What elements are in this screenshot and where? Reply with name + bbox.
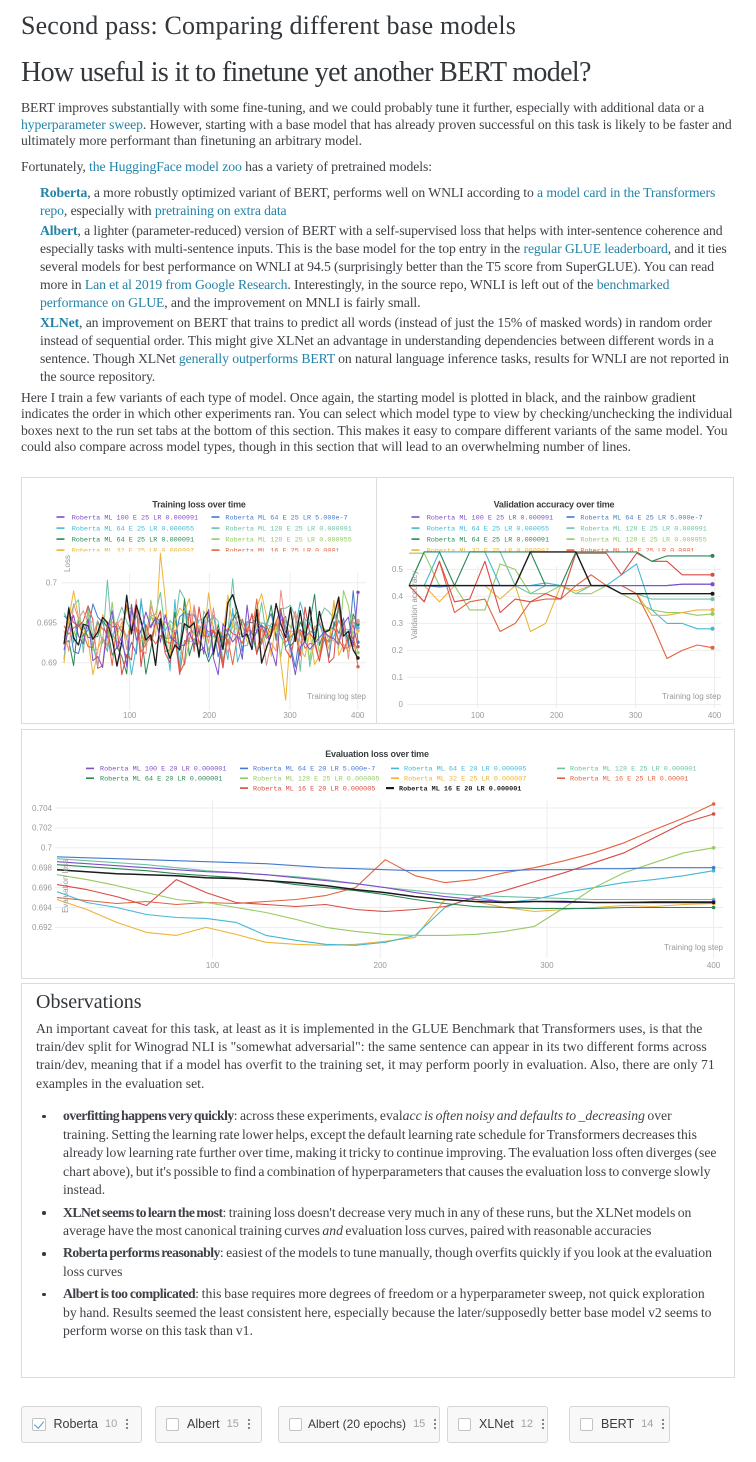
svg-text:Roberta ML 16 E 20 LR 0.000001: Roberta ML 16 E 20 LR 0.000001: [399, 785, 521, 793]
svg-text:Validation accuracy over time: Validation accuracy over time: [493, 499, 614, 509]
svg-text:Roberta ML 16 E 25 LR 0.0001: Roberta ML 16 E 25 LR 0.0001: [225, 547, 339, 555]
svg-text:0.2: 0.2: [391, 646, 403, 655]
svg-text:0.702: 0.702: [32, 823, 53, 832]
svg-text:100: 100: [470, 711, 484, 720]
svg-text:0: 0: [398, 700, 403, 709]
svg-text:Training log step: Training log step: [664, 943, 723, 952]
svg-text:Validation accuracy: Validation accuracy: [410, 570, 419, 639]
svg-text:Roberta ML 100 E 20 LR 0.00000: Roberta ML 100 E 20 LR 0.000001: [100, 765, 226, 773]
svg-text:Roberta ML 16 E 25 LR 0.0001: Roberta ML 16 E 25 LR 0.0001: [580, 547, 694, 555]
svg-text:200: 200: [549, 711, 563, 720]
svg-text:Evaluation loss over time: Evaluation loss over time: [325, 749, 429, 759]
svg-text:Roberta ML 128 E 25 LR 0.00095: Roberta ML 128 E 25 LR 0.000955: [225, 536, 351, 544]
svg-text:200: 200: [374, 961, 388, 970]
svg-text:100: 100: [206, 961, 220, 970]
svg-text:200: 200: [203, 711, 217, 720]
svg-text:Roberta ML 64 E 25 LR 0.000055: Roberta ML 64 E 25 LR 0.000055: [72, 525, 194, 533]
svg-text:300: 300: [628, 711, 642, 720]
svg-text:0.3: 0.3: [391, 619, 403, 628]
svg-text:Roberta ML 128 E 25 LR 0.00099: Roberta ML 128 E 25 LR 0.000991: [580, 525, 706, 533]
svg-text:0.696: 0.696: [32, 883, 53, 892]
svg-text:0.698: 0.698: [32, 863, 53, 872]
svg-text:0.1: 0.1: [391, 673, 403, 682]
svg-text:300: 300: [283, 711, 297, 720]
svg-text:Roberta ML 32 E 25 LR 0.000997: Roberta ML 32 E 25 LR 0.000997: [72, 547, 194, 555]
svg-text:Roberta ML 16 E 25 LR 0.00001: Roberta ML 16 E 25 LR 0.00001: [570, 775, 688, 783]
svg-text:0.7: 0.7: [41, 843, 53, 852]
svg-text:400: 400: [351, 711, 365, 720]
svg-text:0.694: 0.694: [32, 903, 53, 912]
svg-text:Roberta ML 128 E 25 LR 0.00000: Roberta ML 128 E 25 LR 0.000005: [253, 775, 379, 783]
svg-text:Roberta ML 64 E 20 LR 0.000001: Roberta ML 64 E 20 LR 0.000001: [100, 775, 222, 783]
svg-text:400: 400: [707, 961, 721, 970]
svg-text:Roberta ML 32 E 25 LR 0.000007: Roberta ML 32 E 25 LR 0.000007: [404, 775, 526, 783]
svg-text:Roberta ML 64 E 25 LR 5.000e-7: Roberta ML 64 E 25 LR 5.000e-7: [580, 514, 702, 522]
svg-text:Roberta ML 32 E 25 LR 0.000997: Roberta ML 32 E 25 LR 0.000997: [426, 547, 548, 555]
svg-text:Roberta ML 64 E 25 LR 0.000091: Roberta ML 64 E 25 LR 0.000091: [426, 536, 548, 544]
svg-text:Roberta ML 16 E 20 LR 0.000005: Roberta ML 16 E 20 LR 0.000005: [253, 785, 375, 793]
svg-text:Roberta ML 128 E 25 LR 0.00099: Roberta ML 128 E 25 LR 0.000991: [225, 525, 351, 533]
svg-text:0.704: 0.704: [32, 803, 53, 812]
svg-text:0.69: 0.69: [41, 658, 57, 667]
svg-text:Training loss over time: Training loss over time: [152, 499, 246, 509]
svg-text:Training log step: Training log step: [307, 692, 366, 701]
svg-text:Roberta ML 100 E 25 LR 0.00099: Roberta ML 100 E 25 LR 0.000991: [72, 514, 198, 522]
svg-text:Roberta ML 64 E 25 LR 0.000055: Roberta ML 64 E 25 LR 0.000055: [426, 525, 548, 533]
svg-text:0.695: 0.695: [37, 618, 58, 627]
svg-text:0.7: 0.7: [46, 578, 58, 587]
svg-text:Roberta ML 64 E 20 LR 5.000e-7: Roberta ML 64 E 20 LR 5.000e-7: [253, 765, 375, 773]
svg-text:Evaluation loss: Evaluation loss: [61, 859, 70, 913]
svg-text:Roberta ML 100 E 25 LR 0.00099: Roberta ML 100 E 25 LR 0.000991: [426, 514, 552, 522]
svg-text:400: 400: [707, 711, 721, 720]
svg-text:Roberta ML 128 E 25 LR 0.00095: Roberta ML 128 E 25 LR 0.000955: [580, 536, 706, 544]
svg-text:Loss: Loss: [63, 555, 72, 572]
svg-text:300: 300: [540, 961, 554, 970]
svg-text:Training log step: Training log step: [662, 692, 721, 701]
svg-text:100: 100: [123, 711, 137, 720]
svg-text:Roberta ML 128 E 25 LR 0.00000: Roberta ML 128 E 25 LR 0.000001: [570, 765, 696, 773]
svg-text:Roberta ML 64 E 20 LR 0.000005: Roberta ML 64 E 20 LR 0.000005: [404, 765, 526, 773]
svg-text:0.692: 0.692: [32, 923, 53, 932]
svg-text:0.5: 0.5: [391, 565, 403, 574]
svg-text:Roberta ML 64 E 25 LR 5.000e-7: Roberta ML 64 E 25 LR 5.000e-7: [225, 514, 347, 522]
svg-text:0.4: 0.4: [391, 592, 403, 601]
svg-text:Roberta ML 64 E 25 LR 0.000091: Roberta ML 64 E 25 LR 0.000091: [72, 536, 194, 544]
